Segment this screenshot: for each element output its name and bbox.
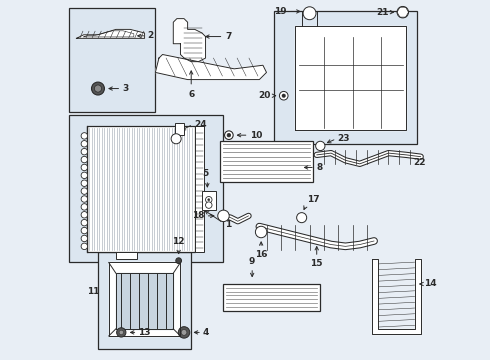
Text: 6: 6 [188, 90, 195, 99]
Circle shape [279, 91, 288, 100]
Text: 18: 18 [192, 211, 204, 220]
Circle shape [227, 134, 231, 137]
Circle shape [81, 172, 88, 179]
Circle shape [205, 197, 212, 203]
Circle shape [282, 94, 286, 98]
Text: 19: 19 [273, 7, 286, 16]
Circle shape [119, 330, 123, 334]
Circle shape [171, 134, 181, 144]
Text: 21: 21 [376, 8, 389, 17]
Circle shape [81, 196, 88, 202]
Circle shape [303, 7, 316, 20]
Polygon shape [109, 262, 180, 336]
Circle shape [81, 212, 88, 218]
Bar [98, 252, 191, 348]
Polygon shape [173, 19, 205, 62]
Circle shape [224, 131, 233, 139]
Bar [69, 116, 223, 262]
Circle shape [81, 164, 88, 171]
Circle shape [178, 327, 190, 338]
Circle shape [81, 140, 88, 147]
Text: 1: 1 [225, 220, 232, 229]
Circle shape [81, 227, 88, 234]
Text: 17: 17 [307, 195, 319, 204]
Text: 22: 22 [414, 158, 426, 167]
Circle shape [81, 133, 88, 139]
Text: 13: 13 [139, 328, 151, 337]
Text: 12: 12 [172, 237, 185, 246]
Circle shape [81, 220, 88, 226]
Text: 15: 15 [311, 259, 323, 268]
Text: 3: 3 [122, 84, 128, 93]
Text: 2: 2 [147, 31, 154, 40]
Text: 11: 11 [87, 287, 100, 296]
Text: 23: 23 [338, 134, 350, 143]
Circle shape [81, 188, 88, 194]
Circle shape [296, 213, 307, 223]
Bar [223, 284, 320, 311]
Bar [202, 191, 216, 211]
Circle shape [95, 85, 101, 92]
Text: 16: 16 [255, 250, 268, 259]
Text: 5: 5 [202, 169, 209, 178]
Polygon shape [155, 54, 267, 80]
Circle shape [92, 82, 104, 95]
Circle shape [81, 235, 88, 242]
Circle shape [397, 6, 409, 18]
Circle shape [81, 243, 88, 249]
Circle shape [81, 148, 88, 155]
Text: 8: 8 [317, 163, 323, 172]
Polygon shape [116, 273, 173, 329]
Text: 10: 10 [250, 131, 263, 140]
Circle shape [81, 204, 88, 210]
Bar [116, 252, 137, 259]
Bar [195, 126, 204, 252]
Bar [87, 126, 195, 252]
Text: 24: 24 [194, 120, 207, 129]
Polygon shape [295, 26, 406, 130]
Text: 9: 9 [249, 257, 255, 266]
Bar [274, 12, 417, 144]
Circle shape [208, 199, 210, 201]
Circle shape [81, 156, 88, 163]
Polygon shape [76, 30, 145, 39]
Circle shape [117, 328, 126, 337]
Polygon shape [372, 259, 421, 334]
Circle shape [176, 258, 181, 264]
Bar [220, 140, 313, 182]
Bar [69, 8, 155, 112]
Bar [175, 123, 184, 135]
Circle shape [81, 180, 88, 186]
Circle shape [181, 329, 187, 335]
Circle shape [316, 141, 325, 150]
Circle shape [255, 226, 267, 238]
Text: 4: 4 [203, 328, 209, 337]
Circle shape [205, 202, 212, 208]
Circle shape [218, 210, 229, 222]
Text: 7: 7 [225, 32, 232, 41]
Text: 14: 14 [424, 279, 437, 288]
Text: 20: 20 [258, 91, 271, 100]
